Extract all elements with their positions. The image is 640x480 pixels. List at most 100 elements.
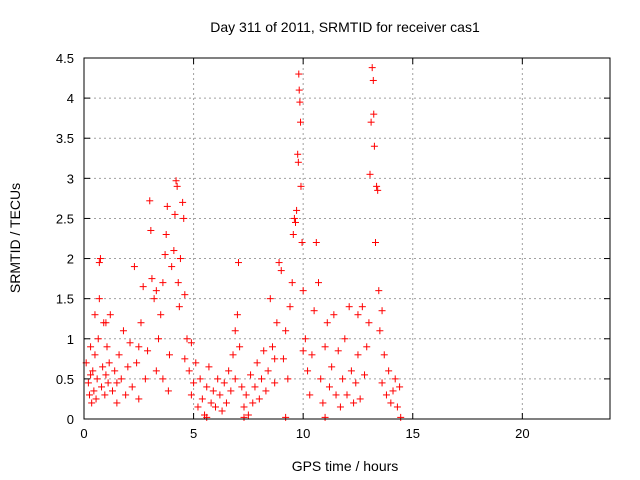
data-point (173, 182, 181, 190)
data-point (128, 383, 136, 391)
data-point (366, 170, 374, 178)
data-point (233, 311, 241, 319)
data-point (171, 210, 179, 218)
data-point (247, 371, 255, 379)
data-point (332, 391, 340, 399)
data-point (339, 375, 347, 383)
data-point (290, 214, 298, 222)
data-point (345, 303, 353, 311)
data-point (236, 343, 244, 351)
data-point (84, 379, 92, 387)
data-point (103, 343, 111, 351)
data-point (194, 403, 202, 411)
data-point (321, 343, 329, 351)
data-point (286, 303, 294, 311)
data-point (124, 363, 132, 371)
data-point (172, 177, 180, 185)
data-point (350, 399, 358, 407)
data-point (294, 158, 302, 166)
data-point (220, 379, 228, 387)
data-point (306, 391, 314, 399)
data-point (207, 399, 215, 407)
data-point (341, 335, 349, 343)
y-axis-title: SRMTID / TECUs (7, 183, 23, 293)
data-point (162, 230, 170, 238)
data-point (170, 247, 178, 255)
data-point (231, 375, 239, 383)
data-point (203, 413, 211, 421)
x-tick-label: 5 (190, 426, 197, 441)
data-point (122, 391, 130, 399)
data-point (91, 311, 99, 319)
data-point (279, 355, 287, 363)
data-point (397, 413, 405, 421)
data-point (374, 186, 382, 194)
data-point (150, 295, 158, 303)
data-point (179, 198, 187, 206)
data-point (242, 391, 250, 399)
y-tick-label: 2.5 (56, 211, 74, 226)
y-axis-ticks: 0 0.5 1 1.5 2 2.5 3 3.5 4 4.5 (56, 51, 610, 427)
data-point (192, 359, 200, 367)
data-point (198, 395, 206, 403)
y-tick-label: 1.5 (56, 292, 74, 307)
data-point (293, 206, 301, 214)
data-point (203, 383, 211, 391)
data-point (275, 259, 283, 267)
data-point (277, 267, 285, 275)
data-point (229, 351, 237, 359)
x-tick-label: 15 (406, 426, 420, 441)
data-point (180, 214, 188, 222)
data-point (183, 335, 191, 343)
data-point (91, 351, 99, 359)
data-points (82, 64, 405, 421)
data-point (391, 375, 399, 383)
data-point (291, 218, 299, 226)
data-point (87, 371, 95, 379)
data-point (146, 197, 154, 205)
data-point (133, 359, 141, 367)
x-tick-label: 0 (80, 426, 87, 441)
data-point (330, 311, 338, 319)
data-point (102, 371, 110, 379)
data-point (288, 279, 296, 287)
data-point (196, 375, 204, 383)
data-point (95, 259, 103, 267)
data-point (361, 371, 369, 379)
data-point (363, 343, 371, 351)
data-point (225, 367, 233, 375)
data-point (161, 251, 169, 259)
data-point (249, 399, 257, 407)
data-point (297, 182, 305, 190)
data-point (137, 319, 145, 327)
data-point (396, 383, 404, 391)
data-point (231, 327, 239, 335)
data-point (163, 202, 171, 210)
data-point (251, 383, 259, 391)
data-point (378, 379, 386, 387)
data-point (253, 359, 261, 367)
data-point (105, 359, 113, 367)
data-point (147, 226, 155, 234)
data-point (152, 367, 160, 375)
data-point (144, 347, 152, 355)
y-tick-label: 4 (67, 91, 74, 106)
data-point (155, 335, 163, 343)
data-point (99, 363, 107, 371)
data-point (90, 387, 98, 395)
chart-title: Day 311 of 2011, SRMTID for receiver cas… (210, 19, 480, 35)
data-point (368, 64, 376, 72)
data-point (376, 327, 384, 335)
data-point (262, 387, 270, 395)
data-point (148, 275, 156, 283)
data-point (294, 150, 302, 158)
data-point (380, 351, 388, 359)
data-point (88, 399, 96, 407)
data-point (96, 255, 104, 263)
data-point (152, 287, 160, 295)
grid-lines (84, 58, 610, 419)
data-point (165, 351, 173, 359)
data-point (135, 343, 143, 351)
data-point (117, 375, 125, 383)
data-point (323, 319, 331, 327)
